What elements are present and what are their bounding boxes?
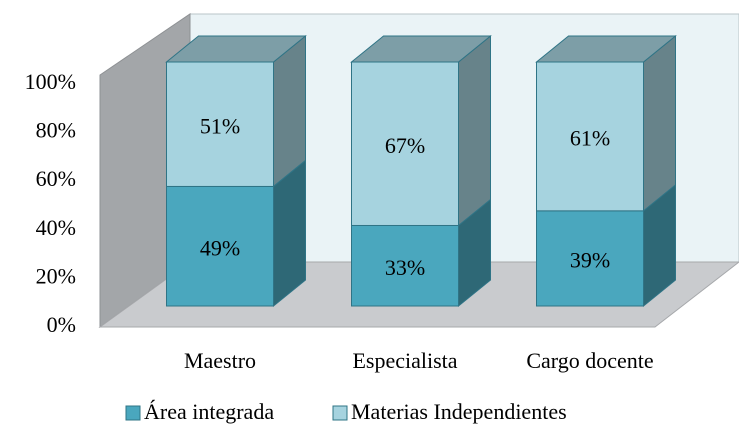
bar	[536, 210, 644, 307]
y-tick-label: 100%	[25, 69, 76, 94]
legend-swatch	[125, 405, 141, 421]
legend-label: Área integrada	[144, 399, 274, 424]
bar-top	[165, 35, 307, 63]
legend-label: Materias Independientes	[351, 399, 567, 424]
value-label: 51%	[200, 113, 240, 138]
bar	[351, 61, 459, 226]
legend-swatch	[332, 405, 348, 421]
y-tick-label: 0%	[47, 312, 76, 337]
bar	[166, 61, 274, 187]
value-label: 49%	[200, 235, 240, 260]
bar	[536, 61, 644, 212]
value-label: 33%	[385, 255, 425, 280]
x-tick-label: Maestro	[184, 348, 256, 373]
y-tick-label: 60%	[36, 166, 76, 191]
value-label: 61%	[570, 125, 610, 150]
y-tick-label: 80%	[36, 118, 76, 143]
bar-side	[643, 34, 676, 212]
bar-top	[535, 35, 677, 63]
y-tick-label: 40%	[36, 215, 76, 240]
x-tick-label: Cargo docente	[526, 348, 653, 373]
y-tick-label: 20%	[36, 263, 76, 288]
value-label: 67%	[385, 133, 425, 158]
value-label: 39%	[570, 247, 610, 272]
bar-side	[458, 34, 491, 227]
bar-top	[350, 35, 492, 63]
x-tick-label: Especialista	[352, 348, 457, 373]
